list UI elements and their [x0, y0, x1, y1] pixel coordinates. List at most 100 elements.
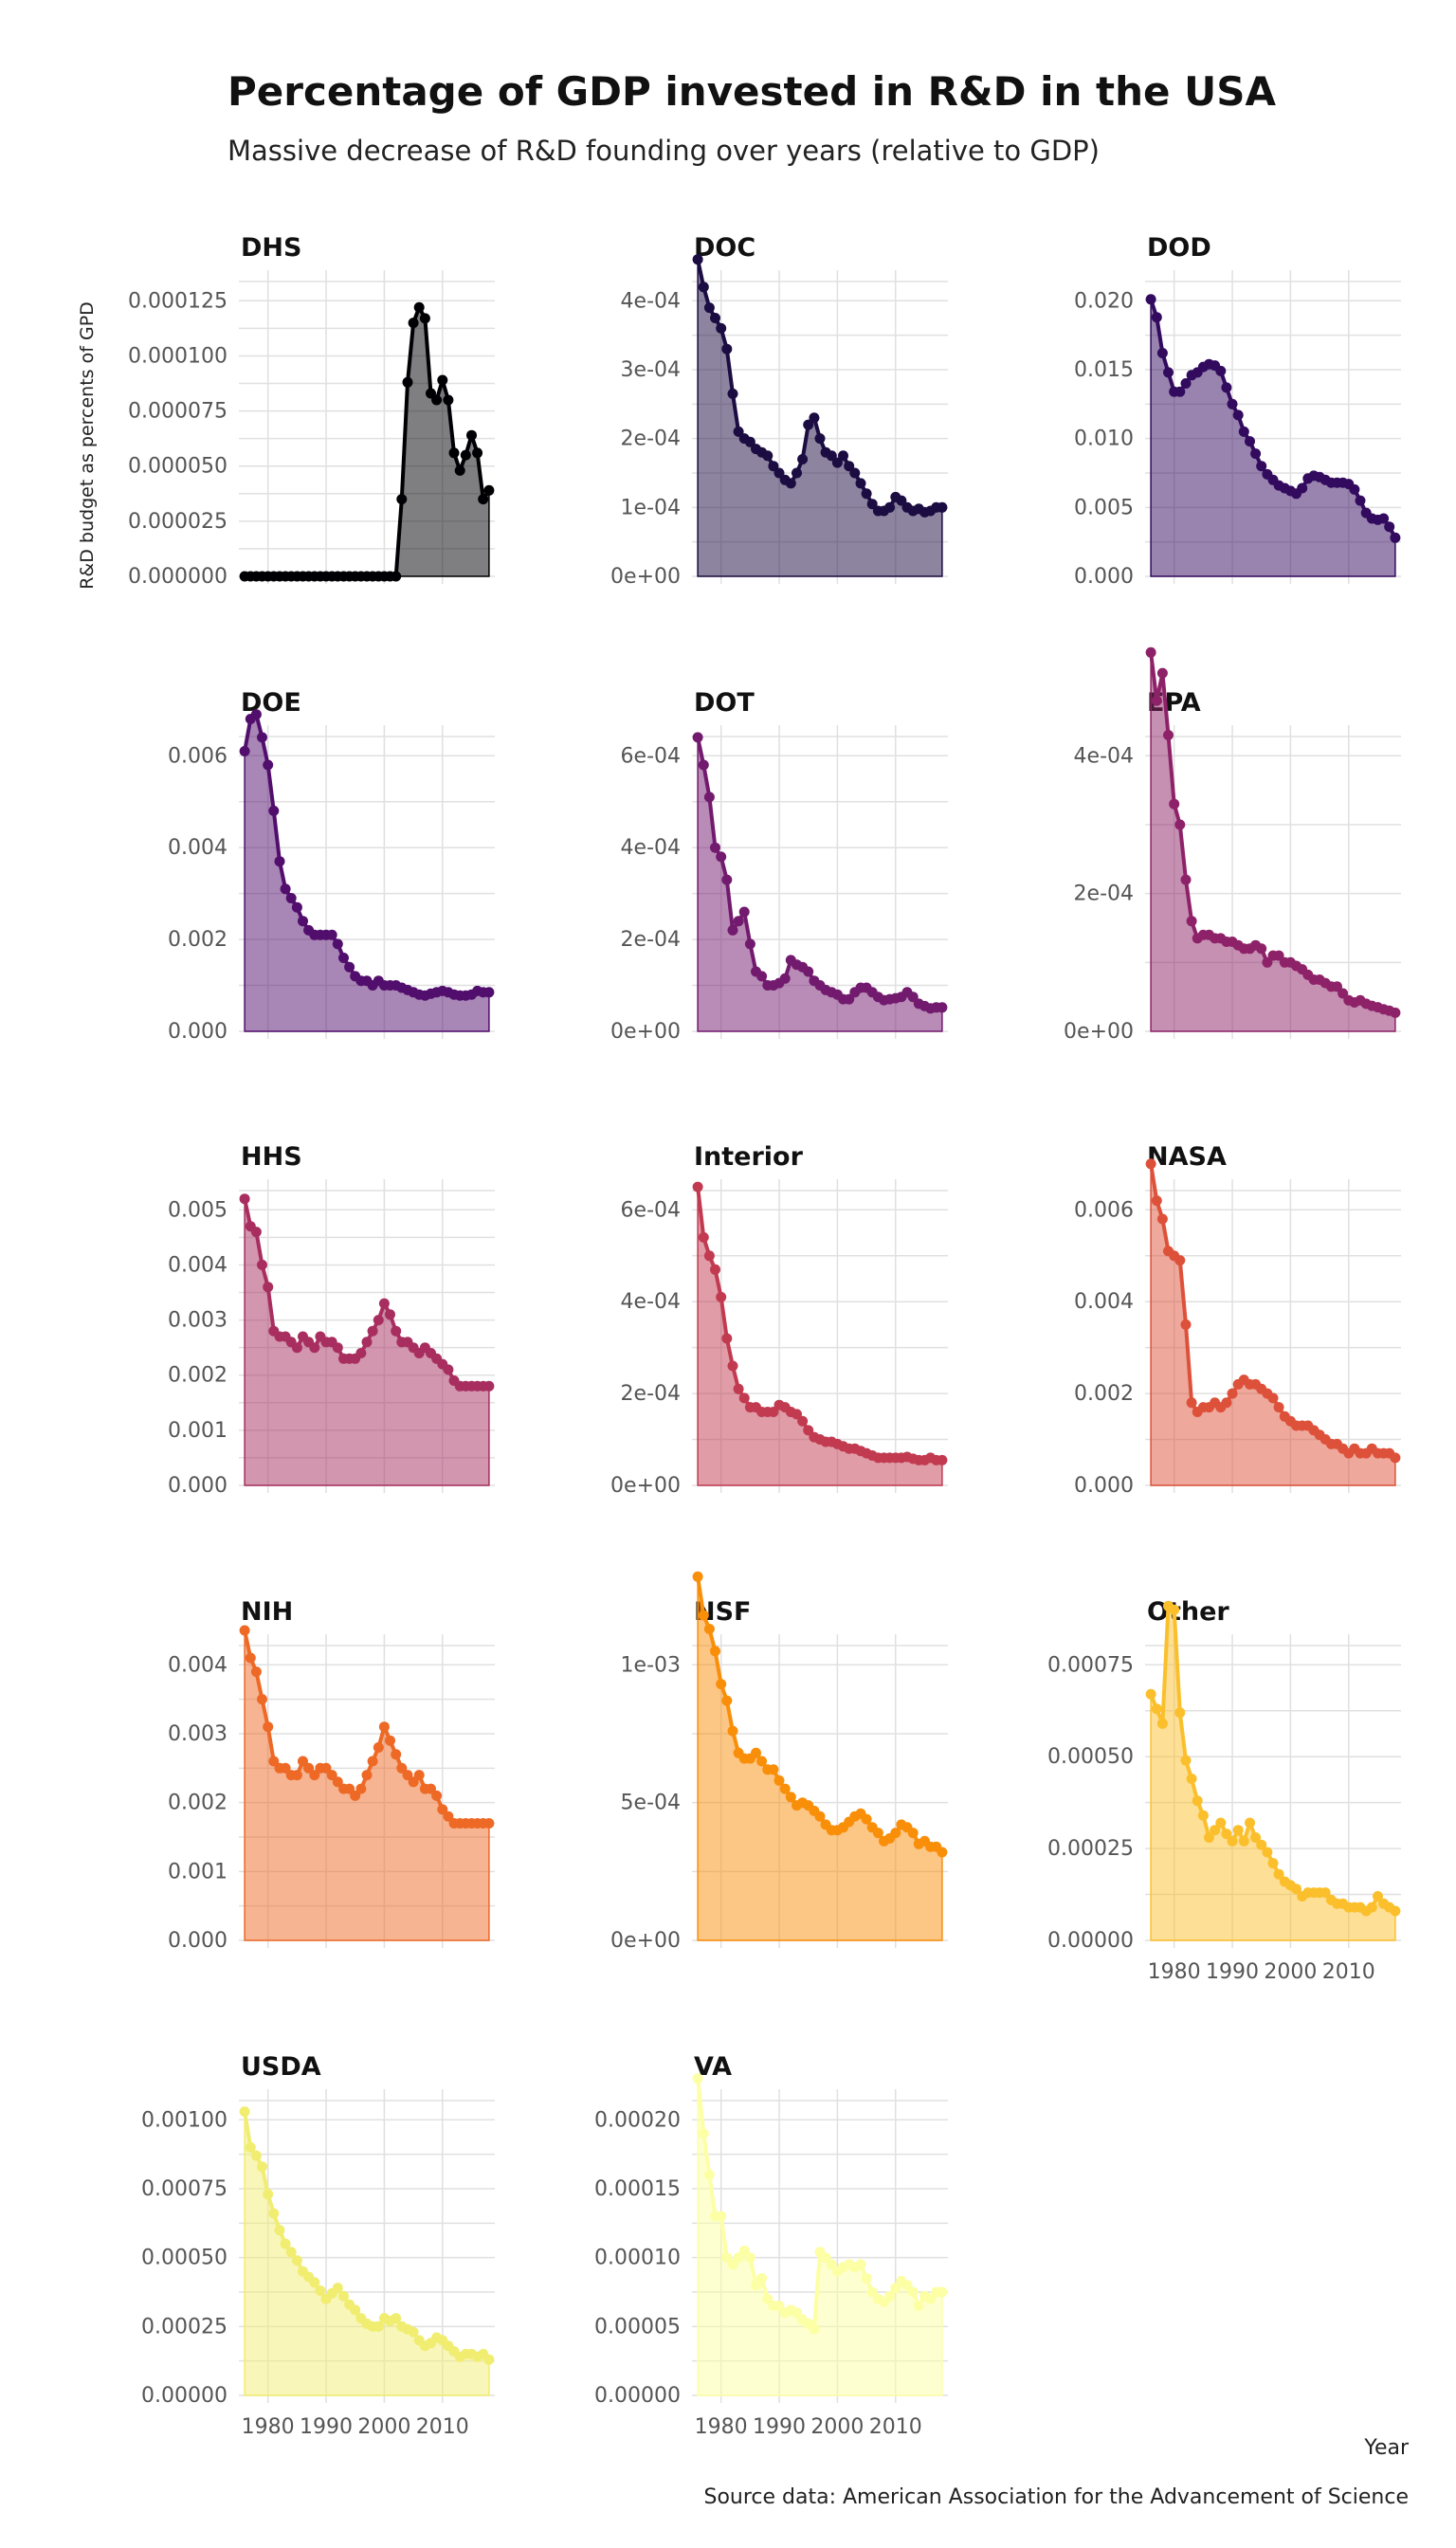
data-point	[844, 461, 855, 472]
y-tick-label: 2e-04	[621, 428, 681, 451]
y-tick-label: 3e-04	[621, 358, 681, 382]
data-point	[1192, 1795, 1203, 1807]
data-point	[792, 467, 802, 479]
x-tick-label: 2010	[1322, 1960, 1375, 1984]
y-tick-label: 6e-04	[621, 1198, 681, 1222]
x-axis-label: Year	[1364, 2436, 1409, 2460]
data-point	[844, 993, 855, 1005]
data-point	[257, 2161, 267, 2173]
data-point	[1262, 1847, 1273, 1858]
y-tick-label: 0e+00	[610, 1474, 681, 1498]
y-tick-label: 4e-04	[1074, 744, 1134, 768]
y-tick-label: 0e+00	[610, 565, 681, 589]
data-point	[373, 2320, 384, 2332]
data-point	[245, 2141, 256, 2153]
data-point	[738, 1392, 750, 1404]
data-point	[1174, 1255, 1186, 1266]
panel-other: 0.00000 0.00025 0.00050 0.00075 1980 1990 2000…	[1047, 1597, 1401, 1984]
data-point	[443, 394, 454, 406]
panel-doe: 0.000 0.002 0.004 0.006 DOE	[168, 688, 495, 1044]
data-point	[1186, 1774, 1197, 1784]
data-point	[913, 2301, 924, 2311]
data-point	[280, 1762, 291, 1774]
data-point	[268, 805, 280, 816]
data-point	[448, 447, 460, 459]
data-point	[797, 1415, 809, 1427]
y-tick-label: 2e-04	[621, 928, 681, 952]
data-point	[1390, 1007, 1401, 1018]
data-point	[937, 501, 948, 513]
panel-hhs: 0.000 0.001 0.002 0.003 0.004 0.005 HHS	[168, 1142, 495, 1498]
data-point	[733, 426, 744, 437]
data-point	[338, 953, 349, 963]
data-point	[826, 450, 837, 462]
data-point	[443, 1364, 454, 1375]
y-tick-label: 0.002	[168, 1364, 228, 1388]
y-tick-label: 0.003	[168, 1309, 228, 1333]
data-point	[1156, 1213, 1168, 1225]
data-point	[901, 2280, 913, 2291]
data-point	[373, 1315, 384, 1326]
data-point	[1390, 1452, 1401, 1464]
data-point	[1180, 1319, 1192, 1330]
data-point	[866, 2286, 878, 2298]
data-point	[1174, 386, 1186, 397]
data-point	[426, 1783, 436, 1794]
y-tick-label: 0.004	[1074, 1290, 1134, 1314]
data-point	[1145, 646, 1156, 658]
data-point	[744, 2252, 755, 2264]
data-point	[1238, 1835, 1249, 1847]
data-point	[1156, 667, 1168, 679]
x-tick-label: 2010	[869, 2415, 922, 2439]
data-point	[361, 1337, 373, 1348]
data-point	[721, 874, 733, 885]
data-point	[280, 883, 291, 895]
data-point	[809, 412, 820, 424]
data-point	[344, 961, 355, 973]
data-point	[1215, 365, 1227, 376]
data-point	[285, 2247, 297, 2258]
data-point	[413, 301, 425, 313]
panel-dhs: 0.000000 0.000025 0.000050 0.000075 0.000100…	[128, 233, 495, 589]
data-point	[1338, 988, 1349, 999]
area-nih	[244, 1629, 490, 1941]
data-point	[721, 2252, 733, 2264]
y-tick-label: 0.000125	[128, 289, 228, 313]
data-point	[326, 1770, 337, 1781]
data-point	[779, 973, 791, 984]
data-point	[792, 2307, 802, 2319]
data-point	[727, 924, 738, 936]
data-point	[1180, 874, 1192, 885]
y-tick-label: 5e-04	[621, 1792, 681, 1815]
data-point	[332, 1342, 343, 1354]
data-point	[1320, 1887, 1331, 1899]
data-point	[303, 1762, 315, 1774]
data-point	[1169, 1604, 1180, 1615]
data-point	[803, 1425, 814, 1436]
y-tick-label: 0e+00	[1064, 1020, 1134, 1044]
data-point	[937, 1847, 948, 1858]
y-tick-label: 0.004	[168, 836, 228, 860]
data-point	[1267, 1858, 1279, 1869]
y-tick-label: 0.004	[168, 1253, 228, 1277]
y-tick-label: 0.001	[168, 1419, 228, 1443]
panel-dot: 0e+00 2e-04 4e-04 6e-04 DOT	[610, 688, 948, 1044]
y-tick-label: 0.006	[1074, 1198, 1134, 1222]
y-tick-label: 0.020	[1074, 289, 1134, 313]
y-tick-label: 0.000050	[128, 455, 228, 479]
data-point	[443, 1811, 454, 1822]
data-point	[344, 1783, 355, 1794]
data-point	[751, 1747, 761, 1758]
data-point	[257, 732, 267, 743]
data-point	[1169, 798, 1180, 810]
data-point	[408, 1776, 419, 1788]
data-point	[391, 571, 402, 582]
facet-panels: 0.0000000.0000250.0000500.0000750.000100…	[128, 233, 1401, 2439]
source-caption: Source data: American Association for th…	[703, 2485, 1409, 2509]
panel-title: DOC	[694, 233, 755, 263]
y-tick-label: 0.002	[168, 1792, 228, 1815]
y-axis-label: R&D budget as percents of GPD	[77, 301, 98, 590]
data-point	[1210, 1825, 1221, 1836]
data-point	[1151, 312, 1162, 323]
data-point	[378, 1721, 390, 1733]
